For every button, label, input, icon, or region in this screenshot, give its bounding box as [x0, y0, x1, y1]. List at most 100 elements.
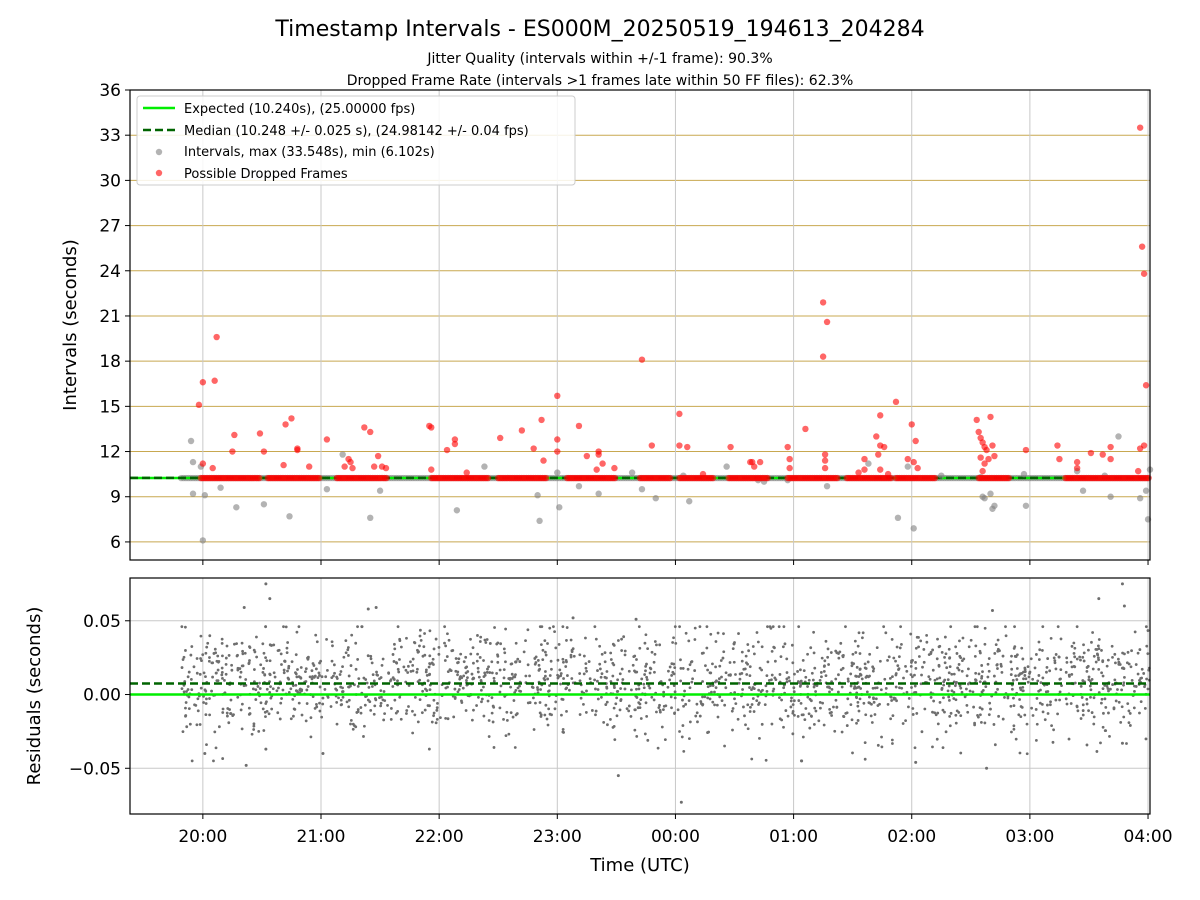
residual-point — [623, 649, 627, 653]
top-y-tick-label: 33 — [99, 126, 121, 146]
residual-point — [568, 688, 571, 692]
residual-point — [510, 677, 514, 680]
residual-point — [933, 678, 937, 682]
residual-point — [637, 625, 641, 629]
residual-point — [479, 688, 483, 692]
residual-point — [634, 617, 638, 621]
residual-point — [318, 674, 321, 677]
interval-point — [534, 492, 541, 499]
residual-point — [627, 709, 631, 713]
residual-point — [959, 686, 963, 690]
residual-point — [275, 689, 279, 693]
residual-point — [557, 643, 561, 646]
residual-point — [709, 632, 713, 636]
residual-point — [265, 659, 269, 663]
residual-point — [1021, 685, 1025, 689]
residual-point — [757, 688, 761, 692]
residual-point — [890, 699, 894, 702]
residual-point — [635, 670, 639, 674]
legend-dropped-marker — [155, 169, 163, 177]
residual-point — [638, 702, 642, 706]
residual-point — [1099, 741, 1102, 745]
residual-point — [1134, 663, 1138, 666]
residual-point — [241, 652, 245, 656]
residual-point — [1080, 696, 1084, 699]
residual-point — [254, 688, 258, 692]
residual-point — [1015, 678, 1019, 681]
residual-point — [834, 677, 838, 681]
residual-point — [225, 711, 229, 715]
residual-point — [598, 667, 602, 671]
residual-point — [244, 678, 248, 681]
dropped-frame-point — [1142, 382, 1150, 389]
residual-point — [427, 665, 431, 669]
residual-point — [780, 698, 783, 702]
residual-point — [569, 655, 573, 659]
dropped-frame-point — [676, 410, 683, 418]
residual-point — [706, 668, 710, 672]
residual-point — [1014, 737, 1018, 741]
residual-point — [421, 689, 425, 693]
residual-point — [799, 701, 803, 705]
residual-point — [565, 639, 568, 642]
residual-point — [882, 625, 886, 629]
residual-point — [1022, 677, 1025, 681]
residual-point — [194, 703, 198, 707]
residual-point — [913, 746, 917, 750]
dropped-frame-point — [1087, 449, 1095, 457]
residual-point — [948, 714, 952, 718]
interval-point — [652, 495, 659, 502]
residual-point — [587, 660, 591, 663]
dropped-frame-point — [1136, 445, 1144, 452]
residual-point — [600, 652, 604, 656]
residual-point — [356, 684, 360, 688]
residual-point — [860, 636, 864, 640]
residual-point — [1127, 721, 1131, 725]
residual-point — [459, 652, 463, 656]
residual-point — [705, 646, 709, 650]
residual-point — [819, 706, 822, 710]
residual-point — [883, 677, 887, 681]
x-tick-label: 02:00 — [887, 827, 936, 847]
residual-point — [857, 631, 861, 635]
residual-point — [546, 642, 549, 645]
residual-point — [784, 709, 788, 712]
residual-point — [413, 695, 417, 699]
residual-point — [325, 637, 328, 641]
residual-point — [981, 670, 984, 674]
residual-point — [603, 651, 607, 655]
residual-point — [490, 671, 494, 675]
residual-point — [879, 688, 883, 692]
residual-point — [1072, 651, 1076, 655]
residual-point — [205, 645, 209, 649]
dropped-frame-point — [554, 392, 561, 400]
residual-point — [666, 685, 670, 689]
residual-point — [823, 664, 826, 668]
residual-point — [758, 737, 761, 740]
residual-point — [498, 668, 502, 672]
residual-point — [799, 679, 803, 683]
residual-point — [684, 631, 688, 635]
residual-point — [936, 722, 940, 726]
residual-point — [1079, 717, 1083, 720]
residual-point — [596, 669, 599, 672]
residual-point — [453, 697, 457, 700]
residual-point — [291, 698, 295, 701]
residual-point — [220, 670, 224, 674]
dropped-frame-point — [1005, 474, 1013, 482]
residual-point — [980, 676, 983, 680]
residual-point — [733, 691, 737, 694]
dropped-frame-point — [1134, 467, 1142, 475]
residual-point — [698, 625, 702, 629]
residual-point — [332, 674, 335, 678]
residual-point — [834, 698, 838, 702]
residual-point — [538, 701, 542, 704]
residual-point — [379, 695, 383, 699]
dropped-frame-point — [583, 452, 591, 460]
residual-point — [709, 684, 712, 688]
residual-point — [369, 657, 373, 661]
residual-point — [867, 701, 871, 705]
residual-point — [391, 676, 395, 680]
interval-point — [323, 485, 331, 493]
residual-point — [1014, 674, 1017, 678]
